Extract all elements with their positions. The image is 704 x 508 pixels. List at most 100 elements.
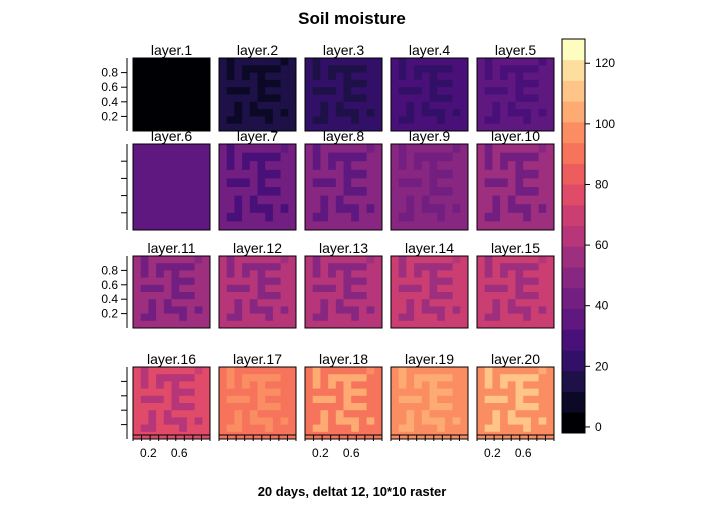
raster-cell (358, 417, 367, 425)
raster-cell (156, 381, 165, 389)
raster-cell (398, 367, 407, 375)
raster-cell (156, 204, 165, 214)
raster-cell (226, 101, 235, 110)
raster-cell (249, 169, 258, 179)
raster-cell (460, 320, 469, 329)
raster-cell (358, 144, 367, 153)
raster-cell (437, 161, 446, 171)
raster-cell (374, 292, 383, 300)
raster-cell (530, 152, 539, 162)
raster-cell (320, 320, 329, 329)
raster-cell (530, 395, 539, 404)
raster-cell (156, 161, 165, 171)
raster-cell (437, 212, 446, 222)
raster-cell (452, 277, 461, 286)
raster-cell (179, 424, 188, 433)
raster-cell (523, 277, 532, 286)
raster-cell (133, 388, 142, 397)
raster-cell (140, 256, 149, 264)
raster-cell (492, 178, 501, 188)
raster-cell (140, 299, 149, 307)
raster-cell (437, 417, 446, 425)
raster-cell (328, 195, 337, 205)
raster-cell (358, 270, 367, 278)
raster-cell (429, 187, 438, 196)
raster-cell (186, 374, 195, 382)
raster-cell (358, 109, 367, 117)
panel-border (304, 57, 383, 132)
raster-cell (163, 58, 172, 66)
raster-cell (421, 256, 430, 264)
raster-cell (414, 388, 423, 397)
raster-cell (343, 72, 352, 81)
raster-cell (538, 284, 547, 293)
raster-cell (156, 87, 165, 95)
raster-cell (398, 410, 407, 418)
raster-cell (265, 292, 274, 300)
raster-cell (492, 72, 501, 81)
raster-cell (366, 417, 375, 425)
raster-cell (288, 101, 297, 110)
raster-cell (492, 313, 501, 322)
raster-cell (156, 221, 165, 231)
raster-cell (515, 388, 524, 397)
raster-cell (156, 395, 165, 404)
raster-cell (546, 109, 555, 117)
raster-cell (320, 87, 329, 95)
raster-cell (351, 195, 360, 205)
raster-cell (477, 178, 486, 188)
raster-cell (133, 58, 142, 66)
raster-cell (484, 431, 493, 440)
raster-cell (421, 101, 430, 110)
raster-cell (219, 58, 228, 66)
raster-cell (437, 195, 446, 205)
raster-cell (140, 212, 149, 222)
raster-cell (335, 320, 344, 329)
raster-cell (320, 101, 329, 110)
raster-cell (163, 320, 172, 329)
raster-cell (500, 381, 509, 389)
panel-20: layer.20 (476, 351, 555, 440)
raster-cell (398, 417, 407, 425)
panel-title: layer.2 (237, 42, 278, 58)
panel-title: layer.14 (405, 240, 454, 256)
raster-cell (194, 178, 203, 188)
raster-cell (234, 417, 243, 425)
raster-cell (452, 187, 461, 196)
raster-cell (163, 388, 172, 397)
raster-cell (507, 123, 516, 132)
raster-cell (133, 152, 142, 162)
raster-cell (546, 212, 555, 222)
raster-cell (133, 313, 142, 322)
raster-cell (257, 152, 266, 162)
raster-cell (133, 144, 142, 153)
raster-cell (429, 178, 438, 188)
raster-cell (272, 284, 281, 293)
raster-cell (515, 187, 524, 196)
raster-cell (335, 109, 344, 117)
raster-cell (414, 403, 423, 411)
raster-cell (414, 292, 423, 300)
raster-cell (202, 277, 211, 286)
raster-cell (351, 212, 360, 222)
raster-cell (179, 221, 188, 231)
raster-cell (437, 72, 446, 81)
raster-cell (280, 101, 289, 110)
raster-cell (515, 101, 524, 110)
raster-cell (194, 144, 203, 153)
raster-cell (406, 212, 415, 222)
raster-cell (194, 87, 203, 95)
raster-cell (249, 178, 258, 188)
raster-cell (343, 212, 352, 222)
raster-cell (320, 292, 329, 300)
raster-cell (444, 109, 453, 117)
raster-cell (343, 79, 352, 88)
raster-cell (515, 72, 524, 81)
raster-cell (335, 87, 344, 95)
raster-cell (328, 123, 337, 132)
raster-cell (140, 270, 149, 278)
raster-cell (492, 169, 501, 179)
raster-cell (312, 306, 321, 314)
raster-cell (272, 101, 281, 110)
raster-cell (530, 410, 539, 418)
